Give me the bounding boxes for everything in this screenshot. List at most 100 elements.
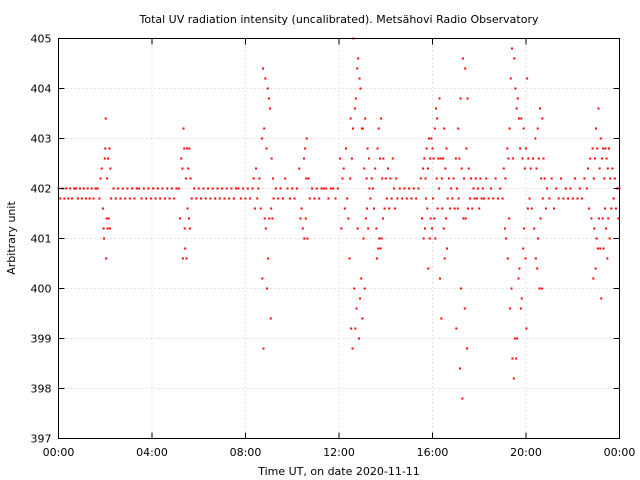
data-point (594, 267, 597, 270)
data-point (187, 217, 190, 220)
data-point (415, 197, 418, 200)
data-point (525, 147, 527, 150)
data-point (363, 287, 366, 290)
data-point (518, 267, 521, 270)
data-point (200, 197, 203, 200)
data-point (515, 357, 518, 360)
data-point (299, 217, 302, 220)
data-point (607, 217, 610, 220)
data-point (482, 197, 485, 200)
data-point (555, 187, 558, 190)
data-point (360, 277, 363, 280)
data-point (456, 187, 459, 190)
data-point (218, 197, 221, 200)
data-point (435, 177, 438, 180)
data-point (135, 187, 138, 190)
data-point (434, 237, 437, 240)
data-point (445, 147, 448, 150)
data-point (423, 157, 426, 160)
data-point (138, 187, 141, 190)
data-point (443, 257, 446, 260)
data-point (304, 217, 307, 220)
data-point (396, 197, 399, 200)
data-point (175, 187, 178, 190)
data-point (441, 207, 444, 210)
data-point (251, 187, 254, 190)
data-point (186, 147, 189, 150)
data-point (186, 207, 189, 210)
data-point (359, 87, 362, 90)
data-point (513, 337, 516, 340)
data-point (430, 137, 433, 140)
data-point (460, 287, 463, 290)
data-point (412, 187, 415, 190)
data-point (152, 187, 155, 190)
data-point (244, 197, 247, 200)
data-point (452, 177, 455, 180)
data-point (597, 217, 600, 220)
data-point (371, 187, 374, 190)
data-point (366, 207, 369, 210)
data-point (539, 107, 542, 110)
data-point (365, 177, 368, 180)
data-point (315, 187, 318, 190)
data-point (181, 167, 184, 170)
data-point (612, 197, 615, 200)
data-point (339, 157, 342, 160)
data-point (429, 217, 432, 220)
data-point (602, 147, 605, 150)
data-point (302, 157, 305, 160)
data-point (471, 207, 474, 210)
data-point (480, 197, 483, 200)
data-point (90, 187, 93, 190)
data-point (437, 157, 440, 160)
data-point (117, 187, 120, 190)
data-point (272, 197, 275, 200)
data-point (154, 197, 157, 200)
y-tick-label: 397 (31, 433, 52, 446)
data-point (466, 347, 469, 350)
data-point (578, 187, 581, 190)
data-point (417, 187, 420, 190)
data-point (80, 197, 83, 200)
data-point (67, 197, 70, 200)
x-tick-label: 08:00 (230, 446, 262, 459)
data-point (514, 87, 517, 90)
data-point (340, 227, 343, 230)
data-point (106, 177, 109, 180)
data-point (431, 197, 434, 200)
data-point (168, 197, 171, 200)
data-point (432, 157, 435, 160)
data-point (449, 207, 452, 210)
data-point (264, 77, 267, 80)
data-point (305, 137, 308, 140)
data-point (588, 207, 591, 210)
x-axis-label: Time UT, on date 2020-11-11 (257, 465, 420, 478)
y-tick-label: 399 (31, 333, 52, 346)
data-point (600, 157, 603, 160)
grid-lines (58, 38, 620, 439)
data-point (383, 207, 386, 210)
data-point (516, 337, 519, 340)
data-point (252, 177, 255, 180)
y-tick-label: 404 (31, 83, 52, 96)
data-point (187, 167, 190, 170)
data-point (492, 197, 495, 200)
data-point (522, 247, 525, 250)
data-point (567, 197, 570, 200)
data-point (599, 137, 602, 140)
data-point (540, 287, 543, 290)
data-point (362, 237, 365, 240)
data-point (517, 277, 520, 280)
data-point (611, 167, 614, 170)
data-point (463, 177, 466, 180)
data-point (94, 187, 97, 190)
data-point (595, 237, 598, 240)
data-point (107, 157, 110, 160)
y-tick-label: 401 (31, 233, 52, 246)
data-point (271, 217, 274, 220)
data-point (301, 227, 304, 230)
data-point (261, 277, 264, 280)
data-point (232, 197, 235, 200)
data-point (349, 117, 352, 120)
